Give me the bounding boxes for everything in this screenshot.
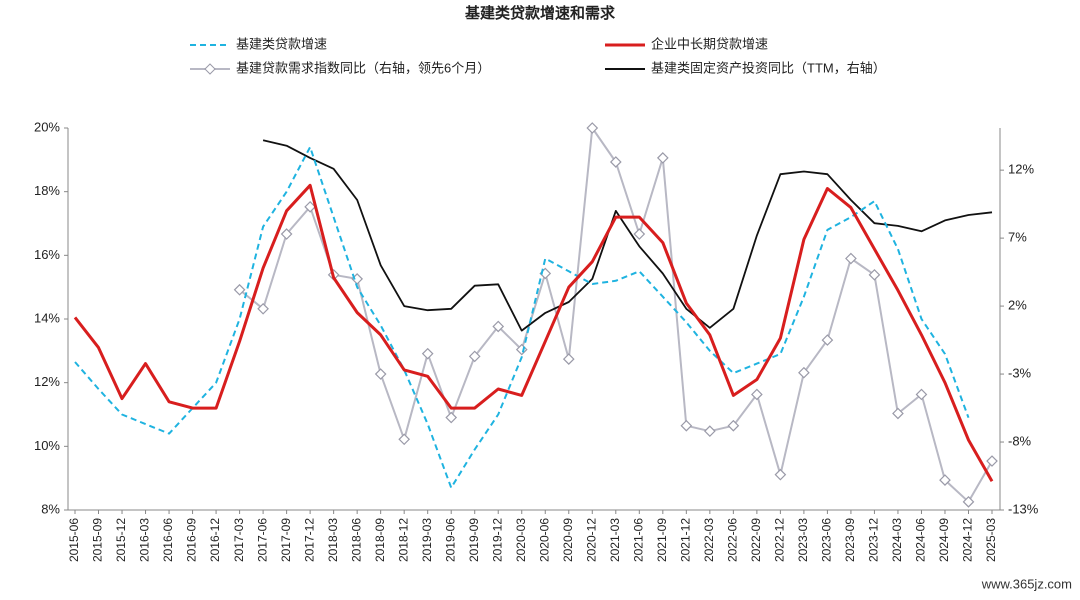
diamond-marker — [609, 156, 622, 168]
x-tick-label: 2020-06 — [537, 518, 551, 562]
x-tick-label: 2020-03 — [514, 518, 528, 562]
x-tick-label: 2022-12 — [773, 518, 787, 562]
watermark: www.365jz.com — [981, 576, 1072, 591]
diamond-marker — [398, 433, 411, 446]
y-tick-label: 18% — [34, 183, 60, 198]
diamond-marker — [939, 474, 951, 486]
y-tick-label: 12% — [34, 374, 60, 389]
x-tick-label: 2024-12 — [961, 518, 975, 562]
diamond-marker — [962, 495, 975, 508]
y2-tick-label: -3% — [1008, 365, 1032, 380]
diamond-marker — [680, 419, 693, 432]
x-tick-label: 2016-06 — [161, 518, 175, 562]
series-line — [238, 127, 993, 503]
diamond-marker — [656, 152, 669, 164]
y-tick-label: 8% — [41, 501, 60, 516]
x-tick-label: 2018-09 — [373, 518, 387, 562]
x-tick-label: 2015-12 — [114, 518, 128, 562]
diamond-marker — [515, 343, 528, 356]
x-tick-label: 2021-09 — [655, 518, 669, 562]
x-tick-label: 2022-09 — [749, 518, 763, 562]
series-line — [74, 146, 970, 489]
series-line — [262, 139, 993, 332]
x-tick-label: 2016-09 — [185, 518, 199, 562]
x-tick-label: 2020-09 — [561, 518, 575, 562]
y-tick-label: 16% — [34, 247, 60, 262]
diamond-marker — [915, 388, 928, 401]
x-tick-label: 2016-12 — [208, 518, 222, 562]
x-tick-label: 2015-09 — [91, 518, 105, 562]
x-tick-label: 2020-12 — [584, 518, 598, 562]
y2-tick-label: 12% — [1008, 162, 1034, 177]
diamond-marker — [492, 320, 505, 333]
x-tick-label: 2016-03 — [138, 518, 152, 562]
diamond-marker — [445, 411, 458, 424]
diamond-marker — [986, 455, 998, 467]
x-tick-label: 2023-03 — [796, 518, 810, 562]
diamond-marker — [774, 468, 787, 481]
chart-title: 基建类贷款增速和需求 — [464, 4, 616, 22]
legend-marker — [204, 63, 216, 75]
diamond-marker — [233, 283, 246, 296]
x-tick-label: 2019-06 — [443, 518, 457, 562]
diamond-marker — [257, 302, 269, 315]
x-tick-label: 2024-09 — [937, 518, 951, 562]
x-tick-label: 2022-03 — [702, 518, 716, 562]
x-tick-label: 2023-09 — [843, 518, 857, 562]
x-tick-label: 2024-06 — [914, 518, 928, 562]
x-tick-label: 2024-03 — [890, 518, 904, 562]
x-tick-label: 2021-03 — [608, 518, 622, 562]
y-tick-label: 20% — [34, 119, 60, 134]
diamond-marker — [304, 200, 316, 213]
legend-label: 基建类贷款增速 — [236, 36, 327, 51]
x-tick-label: 2019-12 — [490, 518, 504, 562]
x-tick-label: 2018-03 — [326, 518, 340, 562]
x-tick-label: 2023-06 — [820, 518, 834, 562]
x-tick-label: 2018-12 — [396, 518, 410, 562]
y2-tick-label: -8% — [1008, 433, 1032, 448]
diamond-marker — [751, 388, 763, 401]
diamond-marker — [586, 122, 599, 134]
y2-tick-label: 7% — [1008, 230, 1027, 245]
diamond-marker — [798, 366, 810, 379]
diamond-marker — [421, 347, 434, 360]
x-tick-label: 2025-03 — [984, 518, 998, 562]
x-tick-label: 2017-03 — [232, 518, 246, 562]
diamond-marker — [727, 419, 740, 432]
legend-label: 基建贷款需求指数同比（右轴，领先6个月） — [236, 60, 490, 75]
x-tick-label: 2021-06 — [631, 518, 645, 562]
y2-tick-label: 2% — [1008, 298, 1027, 313]
diamond-marker — [468, 350, 481, 363]
diamond-marker — [703, 425, 716, 438]
x-tick-label: 2021-12 — [679, 518, 693, 562]
x-tick-label: 2023-12 — [867, 518, 881, 562]
x-tick-label: 2018-06 — [349, 518, 363, 562]
diamond-marker — [892, 407, 904, 420]
diamond-marker — [868, 268, 881, 281]
x-tick-label: 2017-06 — [255, 518, 269, 562]
y-tick-label: 10% — [34, 438, 60, 453]
legend-label: 企业中长期贷款增速 — [651, 36, 768, 51]
x-tick-label: 2015-06 — [67, 518, 81, 562]
diamond-marker — [845, 252, 857, 265]
x-tick-label: 2019-03 — [420, 518, 434, 562]
series-line — [73, 183, 994, 483]
y-tick-label: 14% — [34, 310, 60, 325]
x-tick-label: 2022-06 — [726, 518, 740, 562]
diamond-marker — [280, 228, 293, 240]
diamond-marker — [633, 228, 646, 240]
legend-label: 基建类固定资产投资同比（TTM，右轴） — [651, 60, 886, 75]
diamond-marker — [562, 353, 575, 365]
x-tick-label: 2017-12 — [302, 518, 316, 562]
y2-tick-label: -13% — [1008, 501, 1039, 516]
x-tick-label: 2017-09 — [279, 518, 293, 562]
x-tick-label: 2019-09 — [467, 518, 481, 562]
diamond-marker — [374, 368, 387, 380]
diamond-marker — [821, 334, 834, 346]
